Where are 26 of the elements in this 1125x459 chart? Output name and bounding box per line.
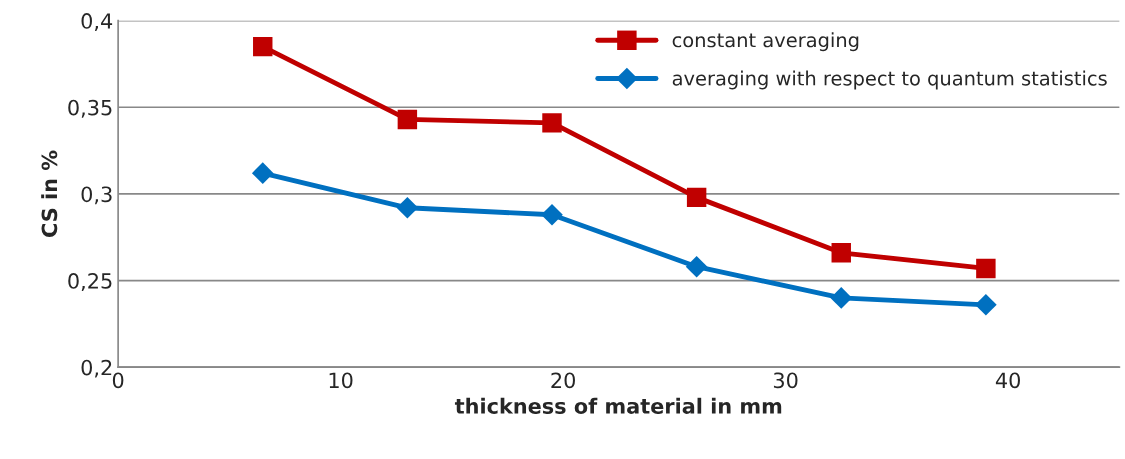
y-tick-label: 0,25 (68, 273, 112, 291)
y-axis-title: CS in % (41, 150, 58, 237)
x-tick-label: 0 (112, 372, 124, 389)
legend-label: averaging with respect to quantum statistics (672, 70, 1107, 90)
y-tick-label: 0,3 (81, 186, 112, 205)
point (685, 255, 708, 278)
x-tick-label: 40 (995, 372, 1020, 389)
point (253, 36, 273, 57)
point (542, 113, 562, 133)
point (686, 187, 707, 208)
y-tick-label: 0,2 (81, 359, 112, 378)
legend-label: constant averaging (672, 32, 859, 52)
x-tick-label: 30 (773, 372, 798, 389)
point (396, 196, 419, 219)
point (830, 287, 853, 309)
point (397, 109, 418, 130)
x-tick-label: 10 (329, 372, 353, 389)
point (251, 162, 274, 184)
x-axis-title: thickness of material in mm (454, 397, 782, 414)
point (975, 294, 997, 316)
y-tick-label: 0,4 (81, 13, 113, 31)
point (831, 243, 851, 263)
y-tick-label: 0,35 (68, 99, 112, 118)
point (976, 258, 996, 279)
x-tick-label: 20 (551, 372, 575, 389)
point (541, 203, 563, 226)
